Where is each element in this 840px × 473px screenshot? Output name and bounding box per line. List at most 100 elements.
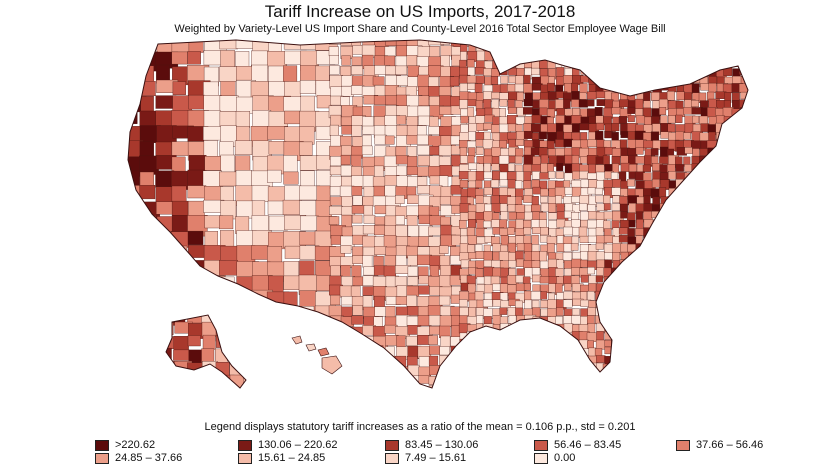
county-cell	[740, 355, 748, 364]
county-cell	[596, 355, 606, 363]
county-cell	[475, 171, 485, 181]
county-cell	[166, 315, 177, 326]
county-cell	[675, 387, 686, 388]
county-cell	[675, 323, 684, 334]
county-cell	[439, 95, 452, 107]
county-cell	[407, 236, 420, 247]
county-cell	[531, 251, 541, 262]
county-cell	[468, 131, 476, 141]
county-cell	[699, 40, 711, 44]
county-cell	[220, 245, 238, 263]
county-cell	[699, 179, 708, 191]
county-cell	[468, 147, 476, 157]
county-cell	[579, 51, 591, 62]
county-cell	[499, 387, 509, 388]
county-cell	[667, 196, 677, 204]
county-cell	[500, 211, 508, 221]
county-cell	[651, 291, 662, 301]
county-cell	[724, 322, 731, 331]
county-cell	[747, 275, 748, 285]
county-cell	[203, 126, 222, 141]
county-cell	[675, 252, 683, 263]
county-cell	[692, 339, 703, 352]
county-cell	[739, 316, 747, 325]
county-cell	[154, 365, 175, 385]
county-cell	[252, 110, 272, 127]
county-cell	[329, 256, 342, 267]
county-cell	[268, 40, 282, 54]
county-cell	[460, 355, 470, 363]
county-cell	[660, 146, 669, 158]
county-cell	[363, 365, 379, 375]
county-cell	[579, 235, 589, 243]
county-cell	[723, 387, 731, 388]
county-cell	[627, 60, 639, 70]
county-cell	[747, 140, 748, 151]
county-cell	[700, 364, 707, 375]
county-cell	[571, 52, 580, 65]
county-cell	[587, 99, 595, 107]
county-cell	[564, 339, 575, 350]
county-cell	[660, 243, 670, 253]
county-cell	[372, 76, 385, 86]
county-cell	[579, 364, 588, 372]
county-cell	[700, 300, 710, 309]
county-cell	[515, 171, 524, 182]
county-cell	[676, 211, 688, 222]
county-cell	[252, 321, 271, 340]
county-cell	[587, 187, 596, 195]
county-cell	[524, 211, 534, 221]
county-cell	[723, 140, 735, 150]
county-cell	[620, 372, 629, 382]
county-cell	[723, 43, 731, 54]
county-cell	[340, 155, 351, 165]
county-cell	[683, 371, 693, 380]
county-cell	[373, 375, 385, 388]
county-cell	[530, 291, 542, 300]
county-cell	[723, 179, 733, 190]
county-cell	[587, 291, 595, 301]
county-cell	[395, 55, 409, 68]
county-cell	[658, 67, 671, 77]
county-cell	[579, 170, 589, 179]
legend-label: 37.66 – 56.46	[696, 439, 764, 451]
county-cell	[746, 51, 748, 63]
county-cell	[628, 203, 638, 214]
legend-note: Legend displays statutory tariff increas…	[204, 421, 636, 433]
county-cell	[372, 195, 388, 207]
county-cell	[155, 291, 170, 308]
county-cell	[516, 340, 527, 350]
county-cell	[229, 374, 246, 388]
county-cell	[547, 354, 559, 364]
county-cell	[540, 300, 549, 308]
county-cell	[700, 347, 710, 356]
county-cell	[716, 40, 727, 45]
county-cell	[500, 235, 509, 247]
county-cell	[692, 258, 704, 268]
county-cell	[475, 75, 485, 84]
county-cell	[603, 284, 613, 295]
county-cell	[652, 84, 662, 93]
county-cell	[396, 335, 406, 348]
county-cell	[731, 315, 739, 326]
legend-swatch	[534, 452, 548, 464]
county-cell	[699, 260, 711, 272]
county-cell	[604, 316, 615, 325]
county-cell	[300, 95, 315, 114]
county-cell	[547, 363, 555, 372]
county-cell	[635, 332, 646, 342]
county-cell	[439, 295, 451, 306]
county-cell	[644, 347, 655, 358]
county-cell	[748, 244, 757, 254]
county-cell	[691, 186, 703, 199]
county-cell	[507, 340, 516, 352]
county-cell	[188, 200, 205, 217]
county-cell	[700, 100, 709, 108]
county-cell	[268, 365, 292, 378]
county-cell	[692, 148, 700, 157]
county-cell	[251, 200, 266, 217]
county-cell	[284, 245, 302, 259]
county-cell	[492, 389, 499, 399]
county-cell	[634, 316, 645, 328]
county-cell	[283, 351, 302, 370]
